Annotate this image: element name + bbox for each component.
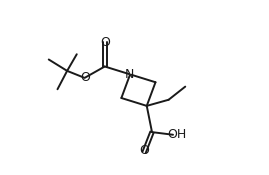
Text: O: O (100, 36, 110, 49)
Text: O: O (80, 71, 90, 84)
Text: O: O (139, 144, 149, 157)
Text: OH: OH (168, 128, 187, 141)
Text: N: N (125, 68, 134, 81)
